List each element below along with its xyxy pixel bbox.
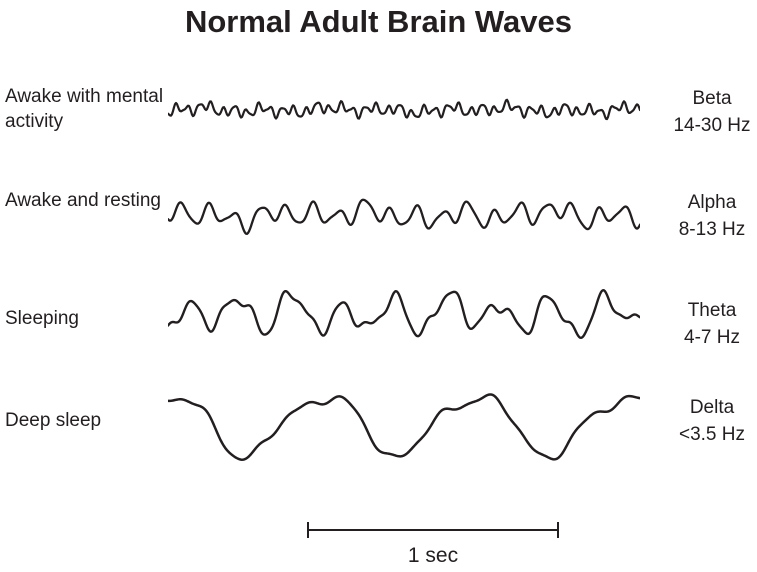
band-label-beta: Beta 14-30 Hz (655, 85, 757, 139)
scalebar-label: 1 sec (407, 544, 459, 567)
band-label-delta: Delta <3.5 Hz (655, 394, 757, 448)
figure-title: Normal Adult Brain Waves (184, 4, 572, 39)
band-label-theta: Theta 4-7 Hz (655, 297, 757, 351)
scalebar-left-tick (307, 522, 309, 538)
wave-trace-beta (168, 98, 640, 121)
band-freq-alpha: 8-13 Hz (678, 219, 746, 240)
state-label-theta: Sleeping (5, 308, 79, 329)
band-freq-beta: 14-30 Hz (673, 115, 751, 136)
scalebar-line (308, 529, 558, 531)
band-freq-delta: <3.5 Hz (678, 424, 745, 445)
band-label-alpha: Alpha 8-13 Hz (655, 189, 757, 243)
state-label-delta: Deep sleep (5, 410, 102, 431)
band-freq-theta: 4-7 Hz (684, 327, 740, 348)
band-name-beta: Beta (692, 88, 732, 109)
state-label-alpha: Awake and resting (5, 190, 161, 211)
wave-trace-delta (168, 393, 640, 461)
band-name-alpha: Alpha (687, 192, 737, 213)
wave-trace-alpha (168, 198, 640, 235)
scalebar-right-tick (557, 522, 559, 538)
band-name-theta: Theta (687, 300, 737, 321)
state-label-beta: Awake with mental activity (5, 86, 164, 132)
band-name-delta: Delta (689, 397, 735, 418)
wave-trace-theta (168, 289, 640, 340)
